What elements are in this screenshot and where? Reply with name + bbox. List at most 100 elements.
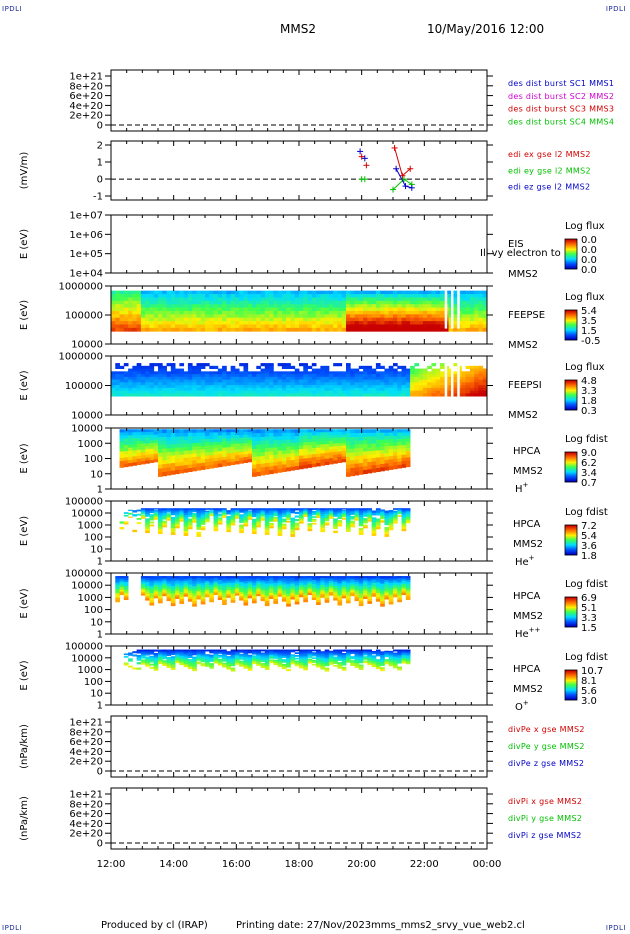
spectrogram-cell (209, 591, 214, 594)
spectrogram-cell (162, 514, 167, 517)
spectrogram-cell (226, 592, 232, 595)
spectrogram-cell (166, 393, 172, 397)
spectrogram-cell (354, 580, 360, 583)
spectrogram-cell (354, 452, 360, 457)
spectrogram-cell (299, 513, 304, 515)
colorbar-step (565, 475, 577, 477)
spectrogram-cell (341, 321, 347, 325)
spectrogram-cell (264, 365, 270, 369)
spectrogram-cell (418, 379, 424, 383)
spectrogram-cell (482, 327, 488, 332)
spectrogram-cell (367, 513, 373, 516)
spectrogram-cell (170, 290, 176, 295)
spectrogram-cell (303, 363, 308, 367)
spectrogram-cell (307, 317, 313, 322)
spectrogram-cell (192, 371, 197, 375)
spectrogram-cell (175, 379, 180, 383)
spectrogram-cell (230, 589, 236, 592)
spectrogram-cell (286, 300, 291, 305)
spectrogram-cell (393, 521, 398, 524)
spectrogram-cell (448, 290, 454, 295)
spectrogram-cell (200, 580, 206, 584)
spectrogram-cell (252, 429, 257, 434)
spectrogram-cell (179, 393, 185, 397)
spectrogram-cell (286, 436, 291, 441)
spectrogram-cell (175, 387, 180, 392)
spectrogram-cell (397, 508, 402, 510)
spectrogram-cell (320, 453, 326, 457)
spectrogram-cell (311, 595, 317, 599)
spectrogram-cell (316, 516, 321, 518)
spectrogram-cell (316, 578, 321, 582)
spectrogram-cell (123, 432, 129, 436)
spectrogram-cell (281, 376, 287, 380)
spectrogram-cell (205, 591, 210, 594)
spectrogram-cell (393, 435, 398, 440)
spectrogram-cell (465, 390, 471, 394)
spectrogram-cell (217, 587, 223, 591)
spectrogram-cell (213, 523, 219, 526)
spectrogram-cell (115, 390, 120, 394)
spectrogram-cell (162, 368, 167, 372)
spectrogram-cell (286, 443, 291, 447)
spectrogram-cell (397, 461, 402, 466)
spectrogram-cell (371, 439, 377, 444)
y-tick-label: 1 (97, 485, 103, 496)
spectrogram-cell (397, 580, 402, 583)
spectrogram-cell (281, 393, 287, 397)
spectrogram-cell (183, 294, 189, 298)
spectrogram-cell (482, 304, 488, 308)
spectrogram-cell (273, 465, 279, 470)
spectrogram-cell (307, 577, 313, 580)
spectrogram-cell (132, 382, 138, 386)
colorbar-step (565, 402, 577, 404)
spectrogram-cell (286, 363, 291, 367)
spectrogram-cell (384, 593, 390, 596)
spectrogram-cell (418, 382, 424, 386)
spectrogram-cell (264, 390, 270, 394)
spectrogram-cell (187, 597, 193, 600)
spectrogram-cell (346, 321, 351, 325)
spectrogram-cell (388, 462, 394, 467)
spectrogram-cell (320, 387, 326, 392)
spectrogram-cell (290, 387, 296, 392)
spectrogram-cell (260, 317, 266, 322)
spectrogram-cell (337, 448, 343, 452)
spectrogram-cell (324, 511, 330, 513)
spectrogram-cell (401, 385, 407, 389)
spectrogram-cell (226, 300, 232, 305)
spectrogram-cell (179, 580, 185, 584)
spectrogram-cell (183, 582, 189, 585)
spectrogram-cell (162, 512, 167, 515)
spectrogram-cell (170, 578, 176, 582)
spectrogram-cell (461, 307, 467, 312)
spectrogram-cell (115, 593, 120, 596)
spectrogram-cell (482, 379, 488, 383)
spectrogram-cell (128, 513, 133, 515)
spectrogram-cell (363, 519, 368, 522)
spectrogram-cell (328, 317, 334, 322)
spectrogram-cell (153, 511, 159, 514)
spectrogram-cell (234, 324, 240, 329)
spectrogram-cell (337, 459, 343, 463)
spectrogram-cell (247, 510, 253, 513)
spectrogram-cell (273, 321, 279, 325)
spectrogram-cell (337, 451, 343, 455)
spectrogram-cell (328, 588, 334, 591)
spectrogram-cell (307, 393, 313, 397)
spectrogram-cell (367, 307, 373, 312)
spectrogram-cell (277, 429, 283, 434)
spectrogram-cell (170, 307, 176, 312)
spectrogram-cell (427, 387, 432, 392)
spectrogram-cell (187, 453, 193, 458)
spectrogram-cell (213, 435, 219, 440)
spectrogram-cell (303, 576, 308, 579)
spectrogram-cell (247, 587, 253, 590)
spectrogram-cell (410, 393, 415, 397)
colorbar-step (565, 328, 577, 330)
spectrogram-cell (260, 452, 266, 457)
spectrogram-cell (239, 460, 244, 464)
spectrogram-cell (149, 576, 155, 579)
spectrogram-cell (260, 580, 266, 583)
spectrogram-cell (393, 390, 398, 394)
